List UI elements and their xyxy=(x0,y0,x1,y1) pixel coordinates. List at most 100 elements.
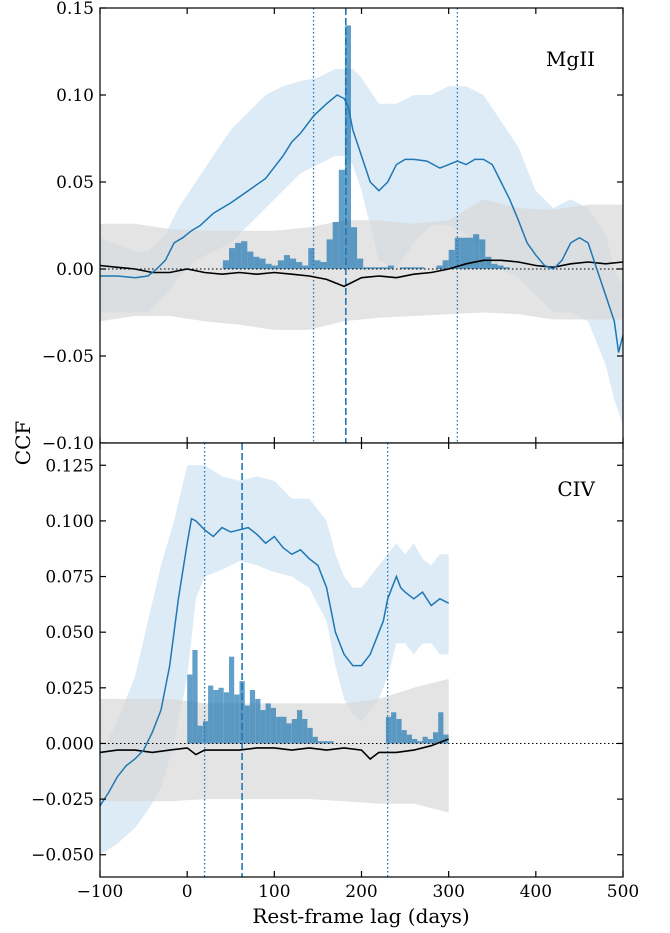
civ-lag-histogram-bar xyxy=(197,725,203,744)
panel-mgii: −0.10 −0.05 0.00 0.05 0.10 0.15 MgII xyxy=(42,0,624,454)
mgii-ccf-line xyxy=(100,94,623,353)
mgii-lag-histogram-bar xyxy=(271,265,278,269)
civ-lag-histogram-bar xyxy=(244,705,250,744)
civ-lag-histogram-bar xyxy=(255,698,261,744)
mgii-null-ccf-line xyxy=(100,259,623,288)
civ-lag-histogram-bar xyxy=(286,723,292,744)
mgii-lag-histogram-bar xyxy=(265,263,272,269)
civ-null-ccf-line xyxy=(100,738,449,761)
mgii-lag-histogram-bar xyxy=(247,251,254,269)
civ-lag-histogram-bar xyxy=(249,690,256,744)
panel-civ: −0.050 −0.025 0.000 0.025 0.050 0.075 0.100 0.1… xyxy=(31,442,624,878)
mgii-lag-histogram-bar xyxy=(460,237,467,269)
civ-lag-histogram-bar xyxy=(406,734,412,744)
mgii-lag-histogram-bar xyxy=(296,262,303,269)
mgii-ccf-uncertainty-band xyxy=(100,68,623,426)
civ-lag-histogram-bar xyxy=(213,690,219,744)
mgii-y-tick-label: 0.05 xyxy=(56,173,94,193)
civ-lag-histogram-bar xyxy=(270,707,276,744)
civ-lag-histogram-bar xyxy=(202,721,209,744)
civ-plot-content xyxy=(100,443,623,877)
mgii-lag-histogram-bar xyxy=(381,267,388,269)
x-tick-label: 200 xyxy=(345,882,377,902)
mgii-lag-histogram-bar xyxy=(357,258,364,269)
civ-y-tick-label: 0.050 xyxy=(45,623,94,643)
mgii-lag-histogram-bar xyxy=(351,227,358,269)
mgii-plot-content xyxy=(100,8,623,443)
civ-lag-histogram-bar xyxy=(234,694,240,744)
civ-plot-layer: −0.050 −0.025 0.000 0.025 0.050 0.075 0.100 0.1… xyxy=(31,442,624,878)
civ-y-tick-label: −0.050 xyxy=(31,846,94,866)
mgii-lag-histogram-bar xyxy=(479,239,486,269)
mgii-y-tick-label: 0.00 xyxy=(56,260,94,280)
mgii-lag-histogram-bar xyxy=(283,255,290,269)
civ-lag-histogram-bar xyxy=(323,741,329,744)
x-tick-label: 0 xyxy=(182,882,193,902)
civ-y-tick-label: 0.125 xyxy=(45,456,94,476)
civ-lag-histogram-bar xyxy=(438,712,444,744)
civ-lag-histogram-bar xyxy=(297,710,303,744)
civ-lag-histogram-bar xyxy=(433,732,439,744)
mgii-lag-histogram-bar xyxy=(222,260,229,269)
civ-lag-histogram-bar xyxy=(422,736,428,744)
mgii-lag-histogram-bar xyxy=(387,265,394,269)
mgii-lag-histogram-bar xyxy=(277,260,284,269)
mgii-lag-histogram-bar xyxy=(229,248,236,269)
x-axis-label: Rest-frame lag (days) xyxy=(252,904,469,928)
x-tick-label: 500 xyxy=(607,882,639,902)
mgii-lag-histogram-bar xyxy=(418,267,425,269)
mgii-lag-histogram-bar xyxy=(363,267,370,269)
civ-lag-histogram-bar xyxy=(192,650,198,744)
mgii-lag-histogram-bar xyxy=(375,267,382,269)
civ-y-tick-label: 0.100 xyxy=(45,512,94,532)
civ-lag-histogram-bar xyxy=(281,716,287,744)
mgii-lag-histogram-bar xyxy=(332,222,339,269)
civ-lag-histogram-bar xyxy=(208,685,214,744)
mgii-y-tick-label: −0.10 xyxy=(42,434,94,454)
civ-lag-histogram-bar xyxy=(307,727,313,744)
civ-lag-histogram-bar xyxy=(412,739,418,744)
mgii-lag-histogram-bar xyxy=(442,260,449,269)
mgii-y-tick-label: −0.05 xyxy=(42,347,94,367)
civ-ccf-line xyxy=(100,517,450,807)
x-tick-label: −100 xyxy=(77,882,124,902)
civ-lag-histogram-bar xyxy=(443,734,449,744)
mgii-lag-histogram-bar xyxy=(344,25,351,270)
civ-y-tick-label: 0.025 xyxy=(45,679,94,699)
civ-null-uncertainty-band xyxy=(100,678,449,813)
civ-lag-histogram-bar xyxy=(328,741,334,744)
civ-lag-histogram-bar xyxy=(302,719,308,744)
y-axis-label: CCF xyxy=(11,421,35,466)
civ-y-tick-label: 0.075 xyxy=(45,568,94,588)
mgii-y-tick-label: 0.15 xyxy=(56,0,94,19)
civ-lag-histogram-bar xyxy=(265,703,271,744)
civ-lag-histogram-bar xyxy=(229,656,235,744)
mgii-lag-histogram-bar xyxy=(503,267,510,269)
civ-panel-label: CIV xyxy=(557,477,595,501)
mgii-lag-histogram-bar xyxy=(497,265,504,269)
mgii-lag-histogram-bar xyxy=(399,267,406,269)
mgii-y-tick-label: 0.10 xyxy=(56,86,94,106)
civ-lag-histogram-bar xyxy=(317,741,324,744)
civ-ccf-uncertainty-band xyxy=(100,465,449,855)
mgii-lag-histogram-bar xyxy=(473,234,480,269)
mgii-lag-histogram-bar xyxy=(369,267,376,269)
civ-lag-histogram-bar xyxy=(276,716,282,744)
mgii-lag-histogram-bar xyxy=(406,267,413,269)
civ-lag-histogram-bar xyxy=(312,736,318,744)
civ-y-tick-label: −0.025 xyxy=(31,790,94,810)
mgii-lag-histogram-bar xyxy=(338,169,345,269)
mgii-lag-histogram-bar xyxy=(412,267,419,269)
civ-lag-histogram-bar xyxy=(239,681,245,744)
civ-lag-histogram-bar xyxy=(417,741,423,744)
mgii-lag-histogram-bar xyxy=(436,265,443,269)
civ-lag-histogram-bar xyxy=(401,730,407,744)
civ-lag-histogram-bar xyxy=(223,692,229,744)
civ-lag-histogram-bar xyxy=(391,712,397,744)
mgii-lag-histogram-bar xyxy=(253,256,260,269)
x-axis: −100 0 100 200 300 400 500 xyxy=(77,882,640,902)
mgii-lag-histogram-bar xyxy=(491,263,498,269)
mgii-lag-histogram-bar xyxy=(259,258,266,269)
civ-lag-histogram-bar xyxy=(260,710,266,744)
